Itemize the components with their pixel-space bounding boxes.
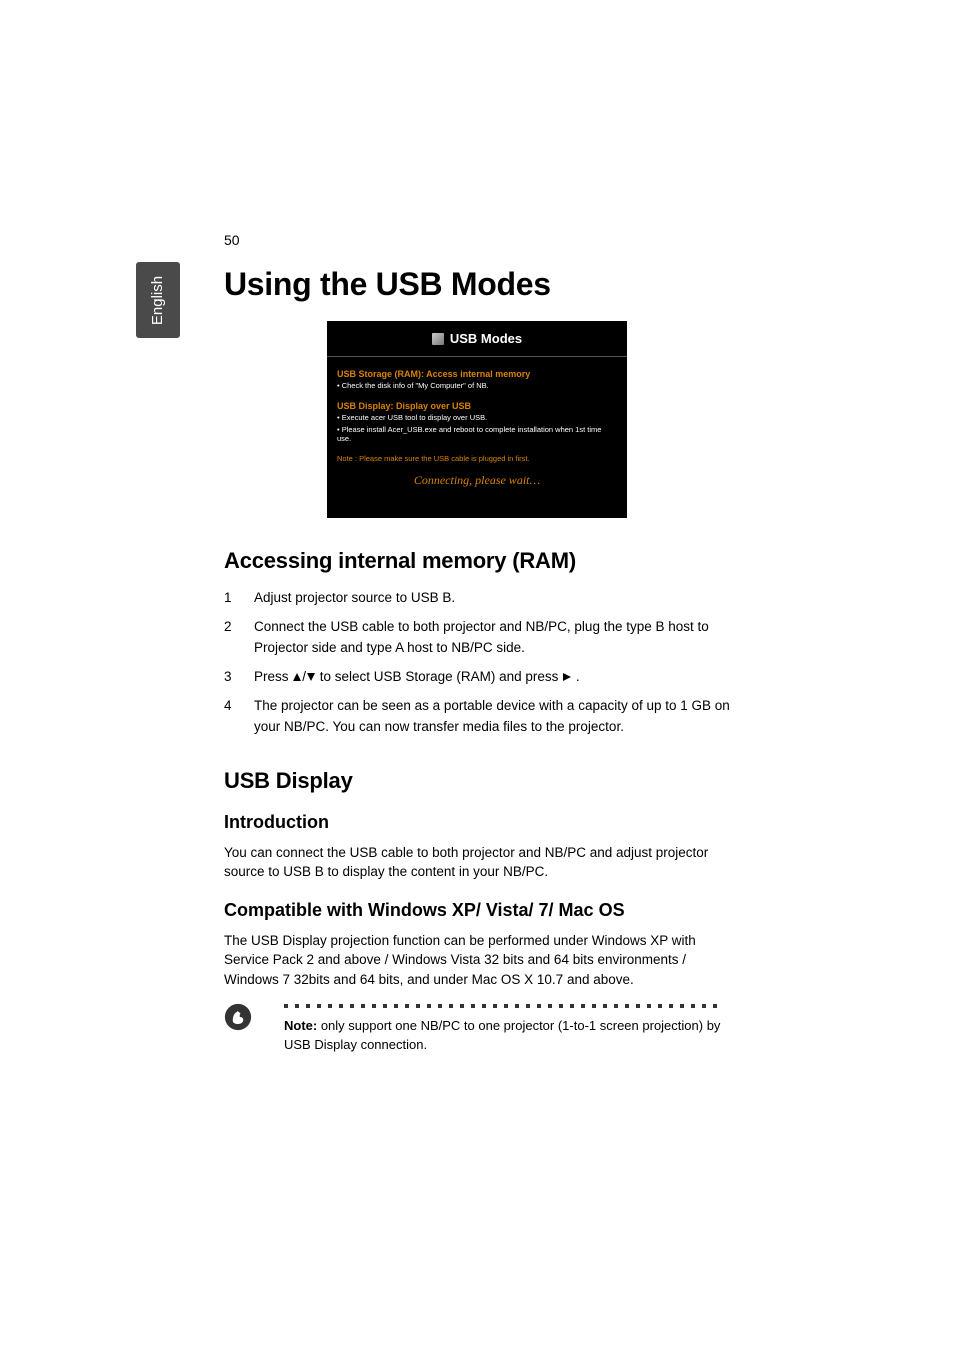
- language-tab-label: English: [150, 275, 167, 324]
- page-title: Using the USB Modes: [224, 266, 730, 303]
- usb-modes-screenshot: USB Modes USB Storage (RAM): Access inte…: [327, 321, 627, 518]
- heading-introduction: Introduction: [224, 812, 730, 833]
- usb-modes-icon: [432, 333, 444, 345]
- divider: [327, 356, 627, 357]
- step-number: 2: [224, 617, 254, 659]
- heading-usb-display: USB Display: [224, 768, 730, 794]
- step-3: 3 Press / to select USB Storage (RAM) an…: [224, 667, 730, 688]
- usb-display-bullet-2: • Please install Acer_USB.exe and reboot…: [337, 425, 617, 445]
- step-3-text-a: Press: [254, 669, 292, 684]
- document-page: 50 English Using the USB Modes USB Modes…: [0, 0, 954, 1350]
- heading-compatible: Compatible with Windows XP/ Vista/ 7/ Ma…: [224, 900, 730, 921]
- introduction-paragraph: You can connect the USB cable to both pr…: [224, 843, 730, 882]
- usb-storage-bullet-1: • Check the disk info of "My Computer" o…: [337, 381, 617, 391]
- usb-modes-header-label: USB Modes: [450, 331, 522, 346]
- step-2: 2 Connect the USB cable to both projecto…: [224, 617, 730, 659]
- note-content: Note: only support one NB/PC to one proj…: [284, 1001, 730, 1055]
- dotted-divider: [284, 1001, 730, 1007]
- note-label: Note:: [284, 1018, 317, 1033]
- step-4: 4 The projector can be seen as a portabl…: [224, 696, 730, 738]
- note-icon-wrap: [224, 1001, 284, 1036]
- usb-modes-note: Note : Please make sure the USB cable is…: [337, 454, 617, 463]
- step-number: 4: [224, 696, 254, 738]
- note-text: Note: only support one NB/PC to one proj…: [284, 1017, 730, 1055]
- usb-modes-connecting: Connecting, please wait…: [337, 473, 617, 488]
- language-tab: English: [136, 262, 180, 338]
- usb-display-bullet-1: • Execute acer USB tool to display over …: [337, 413, 617, 423]
- usb-modes-header: USB Modes: [337, 329, 617, 354]
- triangle-up-icon: [292, 672, 302, 682]
- step-text: Press / to select USB Storage (RAM) and …: [254, 667, 730, 688]
- usb-storage-title: USB Storage (RAM): Access internal memor…: [337, 369, 617, 379]
- step-text: The projector can be seen as a portable …: [254, 696, 730, 738]
- steps-list: 1 Adjust projector source to USB B. 2 Co…: [224, 588, 730, 738]
- step-3-text-c: .: [572, 669, 580, 684]
- step-number: 3: [224, 667, 254, 688]
- usb-display-title: USB Display: Display over USB: [337, 401, 617, 411]
- step-1: 1 Adjust projector source to USB B.: [224, 588, 730, 609]
- step-number: 1: [224, 588, 254, 609]
- step-text: Adjust projector source to USB B.: [254, 588, 730, 609]
- step-text: Connect the USB cable to both projector …: [254, 617, 730, 659]
- compatible-paragraph: The USB Display projection function can …: [224, 931, 730, 990]
- triangle-down-icon: [306, 672, 316, 682]
- note-block: Note: only support one NB/PC to one proj…: [224, 1001, 730, 1055]
- note-hand-icon: [224, 1003, 252, 1031]
- page-number: 50: [224, 232, 240, 248]
- note-body: only support one NB/PC to one projector …: [284, 1018, 720, 1052]
- heading-accessing-ram: Accessing internal memory (RAM): [224, 548, 730, 574]
- triangle-right-icon: [562, 672, 572, 682]
- step-3-text-b: to select USB Storage (RAM) and press: [316, 669, 562, 684]
